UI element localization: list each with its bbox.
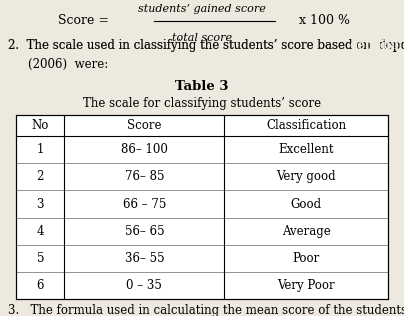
Text: 3: 3 bbox=[37, 198, 44, 210]
Text: 4: 4 bbox=[37, 225, 44, 238]
Text: The scale for classifying students’ score: The scale for classifying students’ scor… bbox=[83, 97, 321, 110]
Text: x 100 %: x 100 % bbox=[299, 14, 350, 27]
Text: students’ gained score: students’ gained score bbox=[138, 4, 266, 14]
Text: 6: 6 bbox=[37, 279, 44, 292]
Text: 56– 65: 56– 65 bbox=[124, 225, 164, 238]
Text: 86– 100: 86– 100 bbox=[121, 143, 168, 156]
Text: 76– 85: 76– 85 bbox=[125, 170, 164, 184]
Text: 2.  The scale used in classifying the students’ score based on: 2. The scale used in classifying the stu… bbox=[8, 39, 379, 52]
Text: 0 – 35: 0 – 35 bbox=[126, 279, 162, 292]
Text: Very Poor: Very Poor bbox=[277, 279, 335, 292]
Text: 1: 1 bbox=[37, 143, 44, 156]
Text: 36– 55: 36– 55 bbox=[124, 252, 164, 264]
Text: 3.   The formula used in calculating the mean score of the students based on: 3. The formula used in calculating the m… bbox=[8, 304, 404, 316]
Text: 2: 2 bbox=[37, 170, 44, 184]
Text: 66 – 75: 66 – 75 bbox=[123, 198, 166, 210]
Text: 2.  The scale used in classifying the students’ score based on  depdiknas: 2. The scale used in classifying the stu… bbox=[8, 39, 404, 52]
Text: (2006)  were:: (2006) were: bbox=[28, 58, 109, 71]
Text: Poor: Poor bbox=[292, 252, 320, 264]
Text: Good: Good bbox=[290, 198, 322, 210]
Text: Table 3: Table 3 bbox=[175, 80, 229, 94]
Text: No: No bbox=[32, 119, 49, 132]
Text: Excellent: Excellent bbox=[278, 143, 334, 156]
Text: depdiknas: depdiknas bbox=[349, 39, 404, 52]
Text: 5: 5 bbox=[37, 252, 44, 264]
Text: Classification: Classification bbox=[266, 119, 346, 132]
Text: Score: Score bbox=[127, 119, 162, 132]
Text: Very good: Very good bbox=[276, 170, 336, 184]
Text: 2.  The scale used in classifying the students’ score based on  depdiknas: 2. The scale used in classifying the stu… bbox=[8, 39, 404, 52]
Text: Score =: Score = bbox=[58, 14, 109, 27]
Text: total score: total score bbox=[172, 33, 232, 43]
Text: Average: Average bbox=[282, 225, 330, 238]
